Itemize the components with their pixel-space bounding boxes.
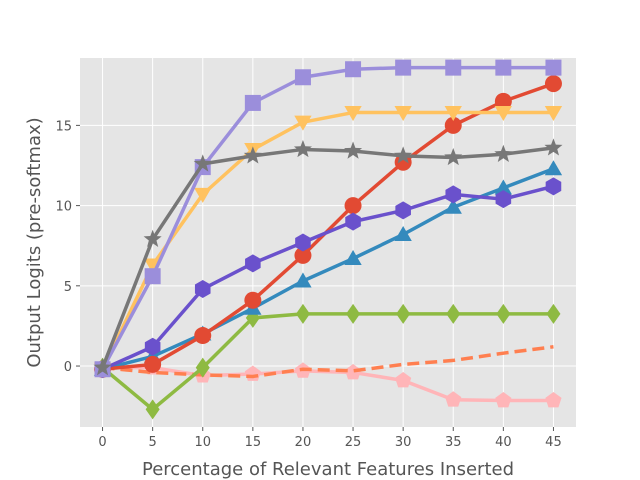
- series-line: [100, 146, 556, 370]
- data-point: [495, 392, 512, 408]
- x-tick-label: 0: [98, 435, 106, 450]
- data-point: [545, 59, 562, 76]
- data-point: [545, 392, 562, 408]
- x-tick-label: 45: [545, 435, 562, 450]
- data-point: [495, 190, 512, 209]
- series-layer: [93, 59, 563, 420]
- data-point: [395, 59, 412, 76]
- data-point: [394, 225, 412, 241]
- y-tick-label: 5: [64, 280, 72, 295]
- data-point: [544, 160, 563, 176]
- data-point: [445, 185, 462, 204]
- data-point: [444, 198, 462, 214]
- data-point: [394, 146, 413, 164]
- data-point: [294, 272, 312, 288]
- data-point: [144, 355, 162, 373]
- data-point: [394, 153, 412, 171]
- data-point: [444, 116, 462, 134]
- data-point: [293, 139, 312, 158]
- series-2: [102, 345, 554, 379]
- data-point: [544, 75, 562, 93]
- x-axis-label: Percentage of Relevant Features Inserted: [142, 459, 514, 480]
- data-point: [144, 268, 161, 285]
- data-point: [194, 187, 212, 203]
- x-tick-label: 20: [295, 435, 312, 450]
- data-point: [193, 154, 212, 172]
- data-point: [345, 212, 361, 231]
- data-point: [344, 250, 362, 266]
- y-tick-label: 15: [55, 119, 72, 134]
- data-point: [394, 106, 412, 122]
- data-point: [294, 246, 312, 264]
- data-point: [395, 371, 412, 388]
- data-point: [345, 61, 362, 78]
- data-point: [445, 59, 462, 76]
- x-tick-label: 5: [149, 435, 157, 450]
- data-point: [496, 303, 511, 324]
- data-point: [346, 303, 361, 324]
- data-point: [144, 337, 161, 356]
- series-line: [100, 312, 556, 412]
- data-point: [195, 357, 210, 378]
- data-point: [396, 303, 411, 324]
- data-point: [145, 399, 160, 420]
- data-point: [243, 146, 262, 164]
- data-point: [344, 363, 362, 380]
- data-point: [93, 358, 112, 376]
- data-point: [495, 59, 512, 76]
- x-tick-label: 15: [245, 435, 262, 450]
- data-point: [344, 197, 362, 215]
- series-line: [102, 345, 554, 379]
- data-point: [295, 303, 310, 324]
- data-point: [143, 258, 162, 274]
- data-point: [143, 229, 162, 247]
- tick-labels: 0 5 10 15 20 25 30 35 40 45 0 5 10 15: [55, 119, 561, 450]
- series-line: [100, 110, 556, 371]
- data-point: [294, 69, 311, 86]
- data-point: [494, 92, 512, 110]
- data-point: [544, 138, 563, 156]
- data-point: [194, 280, 211, 299]
- data-point: [245, 254, 261, 273]
- y-tick-label: 10: [55, 200, 72, 215]
- x-tick-label: 25: [345, 435, 362, 450]
- data-point: [494, 144, 513, 162]
- series-line: [100, 184, 556, 371]
- data-point: [295, 233, 311, 252]
- data-point: [546, 303, 561, 324]
- data-point: [395, 201, 411, 220]
- series-line: [100, 65, 556, 371]
- data-point: [494, 106, 513, 122]
- data-point: [194, 327, 212, 345]
- x-tick-label: 10: [194, 435, 211, 450]
- x-tick-label: 35: [445, 435, 462, 450]
- x-tick-label: 30: [395, 435, 412, 450]
- data-point: [244, 291, 262, 309]
- data-point: [244, 94, 261, 111]
- data-point: [294, 115, 312, 131]
- y-axis-label: Output Logits (pre-softmax): [24, 117, 45, 367]
- data-point: [344, 106, 362, 122]
- x-tick-label: 40: [495, 435, 512, 450]
- data-point: [444, 147, 463, 166]
- y-tick-label: 0: [64, 360, 72, 375]
- data-point: [445, 391, 462, 407]
- data-point: [545, 177, 562, 196]
- plot-background: [80, 58, 576, 427]
- series-9: [93, 138, 563, 376]
- data-point: [544, 106, 563, 122]
- data-point: [344, 141, 363, 159]
- data-point: [444, 106, 462, 122]
- data-point: [446, 303, 461, 324]
- data-point: [494, 179, 513, 195]
